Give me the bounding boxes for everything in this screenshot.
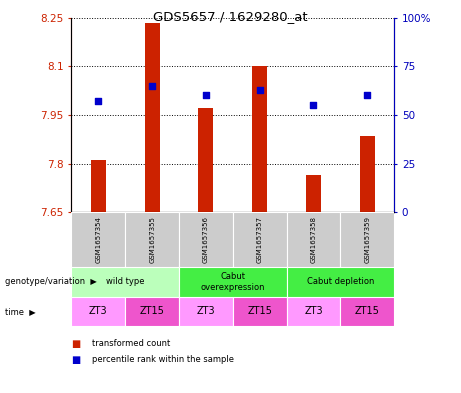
- Text: transformed count: transformed count: [92, 340, 171, 348]
- Point: [256, 86, 263, 93]
- Text: GSM1657358: GSM1657358: [310, 216, 317, 263]
- Text: GSM1657354: GSM1657354: [95, 216, 101, 263]
- Bar: [179, 267, 287, 297]
- Point: [364, 92, 371, 99]
- Point: [148, 83, 156, 89]
- Bar: [179, 212, 233, 267]
- Text: Cabut depletion: Cabut depletion: [307, 277, 374, 286]
- Point: [202, 92, 210, 99]
- Bar: [252, 66, 267, 212]
- Text: ■: ■: [71, 339, 81, 349]
- Text: GSM1657355: GSM1657355: [149, 216, 155, 263]
- Bar: [360, 136, 375, 212]
- Text: ZT3: ZT3: [304, 307, 323, 316]
- Text: wild type: wild type: [106, 277, 144, 286]
- Bar: [125, 297, 179, 326]
- Text: GDS5657 / 1629280_at: GDS5657 / 1629280_at: [153, 10, 308, 23]
- Text: ZT15: ZT15: [247, 307, 272, 316]
- Bar: [287, 297, 340, 326]
- Text: ZT15: ZT15: [355, 307, 380, 316]
- Point: [95, 98, 102, 105]
- Bar: [340, 212, 394, 267]
- Text: genotype/variation  ▶: genotype/variation ▶: [5, 277, 96, 286]
- Bar: [91, 160, 106, 212]
- Text: ■: ■: [71, 354, 81, 365]
- Text: ZT3: ZT3: [89, 307, 108, 316]
- Bar: [287, 267, 394, 297]
- Bar: [145, 22, 160, 212]
- Text: time  ▶: time ▶: [5, 307, 35, 316]
- Text: GSM1657356: GSM1657356: [203, 216, 209, 263]
- Bar: [198, 108, 213, 212]
- Text: ZT15: ZT15: [140, 307, 165, 316]
- Text: GSM1657359: GSM1657359: [364, 216, 370, 263]
- Text: ZT3: ZT3: [196, 307, 215, 316]
- Bar: [233, 212, 287, 267]
- Bar: [71, 212, 125, 267]
- Text: percentile rank within the sample: percentile rank within the sample: [92, 355, 234, 364]
- Bar: [233, 297, 287, 326]
- Bar: [71, 267, 179, 297]
- Text: Cabut
overexpression: Cabut overexpression: [201, 272, 265, 292]
- Bar: [71, 297, 125, 326]
- Bar: [340, 297, 394, 326]
- Text: GSM1657357: GSM1657357: [257, 216, 263, 263]
- Bar: [125, 212, 179, 267]
- Bar: [179, 297, 233, 326]
- Bar: [287, 212, 340, 267]
- Point: [310, 102, 317, 108]
- Bar: [306, 175, 321, 212]
